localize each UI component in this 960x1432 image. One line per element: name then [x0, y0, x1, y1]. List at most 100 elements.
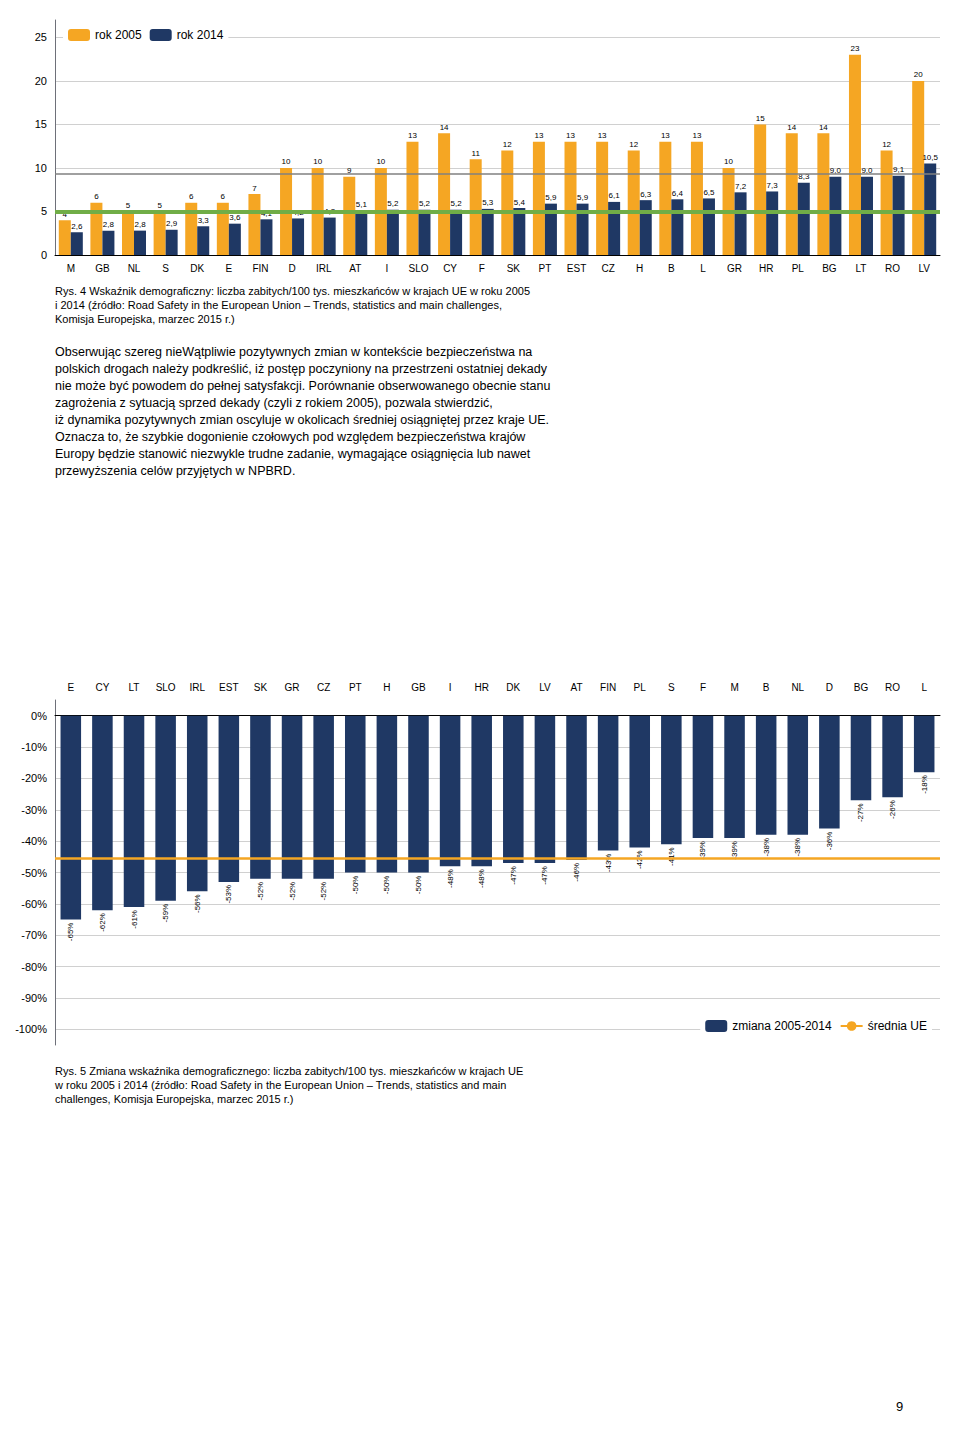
svg-text:-50%: -50% — [351, 876, 360, 895]
svg-text:3,3: 3,3 — [198, 216, 210, 225]
svg-text:przewyższenia celów przyjętych: przewyższenia celów przyjętych w NPBRD. — [55, 464, 295, 478]
svg-text:9,1: 9,1 — [893, 165, 905, 174]
svg-text:7,3: 7,3 — [767, 181, 779, 190]
svg-text:H: H — [636, 263, 643, 274]
svg-text:13: 13 — [661, 131, 670, 140]
svg-text:13: 13 — [534, 131, 543, 140]
svg-text:13: 13 — [598, 131, 607, 140]
svg-text:-65%: -65% — [66, 923, 75, 942]
svg-text:6: 6 — [221, 192, 226, 201]
svg-text:14: 14 — [440, 123, 449, 132]
svg-text:-52%: -52% — [288, 882, 297, 901]
svg-text:5,9: 5,9 — [577, 193, 589, 202]
svg-text:25: 25 — [35, 31, 47, 43]
svg-text:S: S — [162, 263, 169, 274]
svg-text:-59%: -59% — [161, 904, 170, 923]
svg-text:10: 10 — [376, 157, 385, 166]
svg-text:5,2: 5,2 — [387, 199, 399, 208]
svg-text:-53%: -53% — [224, 885, 233, 904]
svg-text:-47%: -47% — [509, 866, 518, 885]
svg-text:B: B — [763, 682, 770, 693]
svg-text:-61%: -61% — [130, 910, 139, 929]
svg-text:CZ: CZ — [317, 682, 330, 693]
svg-text:-41%: -41% — [667, 847, 676, 866]
svg-text:EST: EST — [219, 682, 238, 693]
svg-text:F: F — [700, 682, 706, 693]
svg-text:RO: RO — [885, 682, 900, 693]
svg-text:-90%: -90% — [21, 992, 47, 1004]
svg-text:14: 14 — [819, 123, 828, 132]
svg-text:5,1: 5,1 — [356, 200, 368, 209]
svg-text:9: 9 — [896, 1399, 903, 1414]
svg-text:10,5: 10,5 — [922, 153, 938, 162]
svg-text:SK: SK — [507, 263, 521, 274]
svg-text:2,8: 2,8 — [103, 220, 115, 229]
svg-text:-39%: -39% — [698, 841, 707, 860]
svg-text:-18%: -18% — [920, 775, 929, 794]
svg-text:-100%: -100% — [15, 1023, 47, 1035]
svg-text:L: L — [700, 263, 706, 274]
svg-text:I: I — [449, 682, 452, 693]
svg-text:rok 2014: rok 2014 — [177, 28, 224, 42]
svg-text:10: 10 — [313, 157, 322, 166]
svg-text:10: 10 — [35, 162, 47, 174]
svg-text:iż dynamika pozytywnych zmian: iż dynamika pozytywnych zmian oscyluje w… — [55, 413, 549, 427]
svg-text:SLO: SLO — [408, 263, 428, 274]
svg-text:CY: CY — [443, 263, 457, 274]
svg-text:-26%: -26% — [888, 800, 897, 819]
svg-text:12: 12 — [882, 140, 891, 149]
svg-text:0%: 0% — [31, 710, 47, 722]
svg-text:-48%: -48% — [446, 869, 455, 888]
svg-text:LV: LV — [539, 682, 551, 693]
svg-text:6,3: 6,3 — [640, 190, 652, 199]
svg-text:GR: GR — [285, 682, 300, 693]
svg-text:-50%: -50% — [382, 876, 391, 895]
svg-text:6: 6 — [189, 192, 194, 201]
svg-text:CY: CY — [95, 682, 109, 693]
svg-text:5: 5 — [157, 201, 162, 210]
svg-text:NL: NL — [128, 263, 141, 274]
svg-text:B: B — [668, 263, 675, 274]
svg-text:-43%: -43% — [604, 854, 613, 873]
svg-text:-50%: -50% — [21, 867, 47, 879]
svg-text:BG: BG — [822, 263, 837, 274]
svg-text:PT: PT — [539, 263, 552, 274]
svg-text:13: 13 — [408, 131, 417, 140]
svg-text:AT: AT — [349, 263, 361, 274]
svg-text:polskich drogach należy podkre: polskich drogach należy podkreślić, iż p… — [55, 362, 548, 376]
svg-text:5,2: 5,2 — [419, 199, 431, 208]
svg-text:13: 13 — [692, 131, 701, 140]
svg-text:nie może być powodem do pełnej: nie może być powodem do pełnej satysfakc… — [55, 379, 550, 393]
svg-text:23: 23 — [851, 44, 860, 53]
svg-text:E: E — [67, 682, 74, 693]
svg-text:6,5: 6,5 — [703, 188, 715, 197]
svg-text:-38%: -38% — [793, 838, 802, 857]
svg-text:-36%: -36% — [825, 832, 834, 851]
svg-text:7,2: 7,2 — [735, 182, 747, 191]
svg-text:-20%: -20% — [21, 772, 47, 784]
svg-text:Komisja Europejska, marzec 201: Komisja Europejska, marzec 2015 r.) — [55, 313, 235, 325]
svg-text:M: M — [67, 263, 75, 274]
svg-text:D: D — [288, 263, 295, 274]
svg-text:20: 20 — [35, 75, 47, 87]
svg-text:-40%: -40% — [21, 835, 47, 847]
svg-text:-38%: -38% — [762, 838, 771, 857]
svg-text:2,6: 2,6 — [71, 222, 83, 231]
svg-text:DK: DK — [506, 682, 520, 693]
svg-text:M: M — [730, 682, 738, 693]
svg-text:-47%: -47% — [540, 866, 549, 885]
svg-text:PL: PL — [634, 682, 647, 693]
svg-text:-52%: -52% — [256, 882, 265, 901]
svg-text:LV: LV — [918, 263, 930, 274]
svg-text:3,6: 3,6 — [229, 213, 241, 222]
svg-text:5,2: 5,2 — [451, 199, 463, 208]
svg-text:L: L — [921, 682, 927, 693]
svg-text:AT: AT — [570, 682, 582, 693]
svg-text:-39%: -39% — [730, 841, 739, 860]
svg-text:w roku 2005 i 2014 (źródło: Ro: w roku 2005 i 2014 (źródło: Road Safety … — [54, 1079, 506, 1091]
svg-text:11: 11 — [472, 149, 481, 158]
svg-text:BG: BG — [854, 682, 869, 693]
svg-text:CZ: CZ — [601, 263, 614, 274]
svg-text:I: I — [385, 263, 388, 274]
svg-text:Rys. 5 Zmiana wskaźnika demogr: Rys. 5 Zmiana wskaźnika demograficznego:… — [55, 1065, 523, 1077]
